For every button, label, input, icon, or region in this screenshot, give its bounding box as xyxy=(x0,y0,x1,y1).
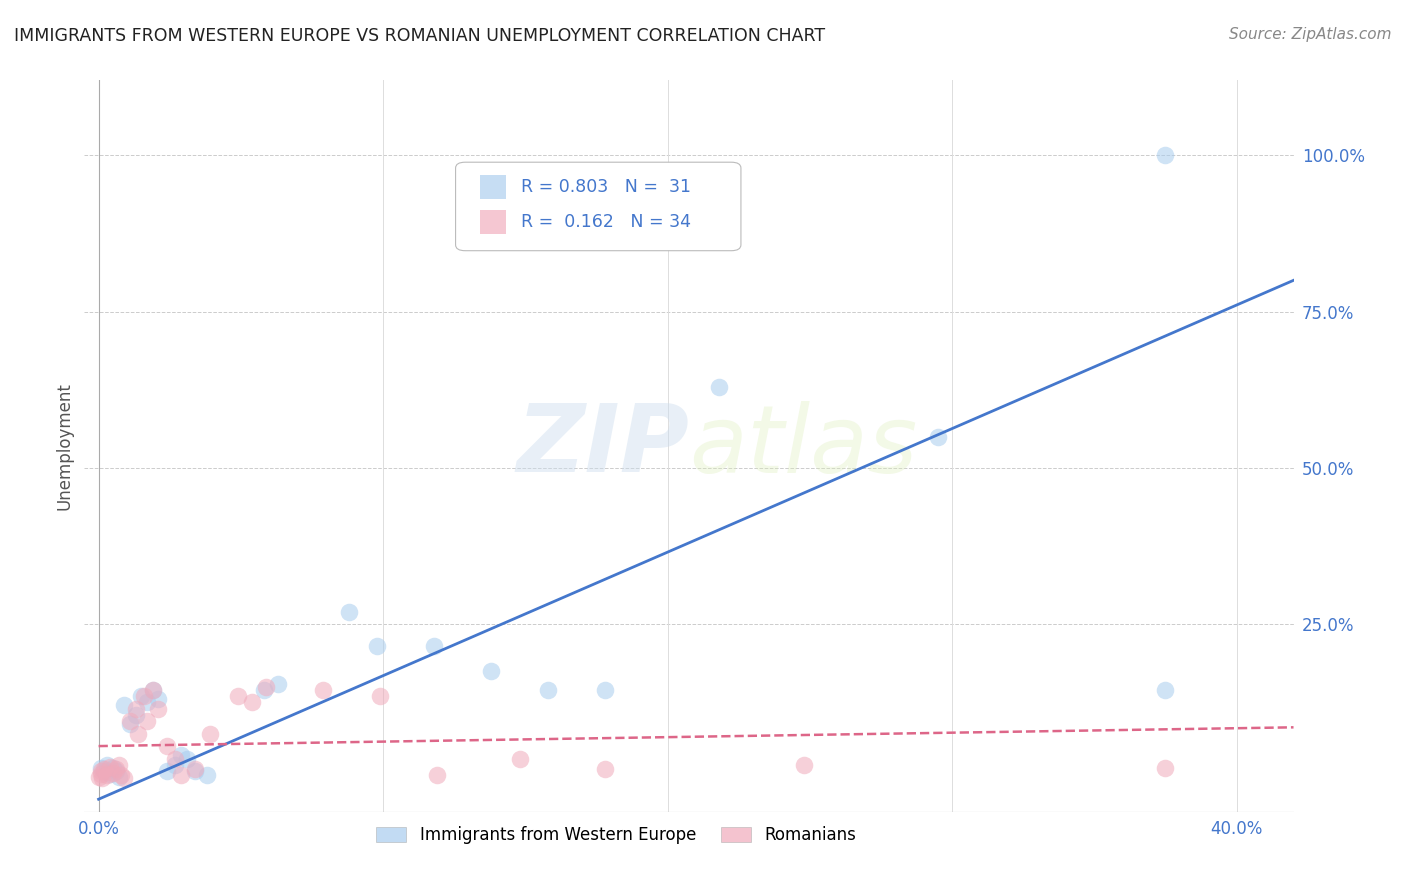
Point xyxy=(156,764,179,778)
Text: atlas: atlas xyxy=(689,401,917,491)
Point xyxy=(142,682,165,697)
Point xyxy=(98,760,121,774)
Point xyxy=(509,751,531,765)
Legend: Immigrants from Western Europe, Romanians: Immigrants from Western Europe, Romanian… xyxy=(370,820,863,851)
Point xyxy=(91,771,114,785)
Point xyxy=(593,682,616,697)
Point xyxy=(368,689,391,703)
Point xyxy=(112,698,135,713)
Point xyxy=(226,689,249,703)
Point xyxy=(90,761,112,775)
Point xyxy=(142,682,165,697)
Point xyxy=(90,767,112,781)
Point xyxy=(104,762,127,776)
Point xyxy=(1154,761,1177,775)
Point xyxy=(165,757,187,772)
Point xyxy=(426,768,449,782)
Point xyxy=(423,639,446,653)
Point xyxy=(1154,148,1177,162)
Point xyxy=(98,767,121,781)
Text: IMMIGRANTS FROM WESTERN EUROPE VS ROMANIAN UNEMPLOYMENT CORRELATION CHART: IMMIGRANTS FROM WESTERN EUROPE VS ROMANI… xyxy=(14,27,825,45)
Point xyxy=(195,768,218,782)
Point xyxy=(1154,682,1177,697)
Point xyxy=(124,707,146,722)
Point xyxy=(93,762,115,776)
Y-axis label: Unemployment: Unemployment xyxy=(55,382,73,510)
Point xyxy=(101,761,124,775)
Point xyxy=(118,717,141,731)
Point xyxy=(127,726,149,740)
Point xyxy=(112,771,135,785)
Point xyxy=(110,768,132,782)
Point xyxy=(124,701,146,715)
Point xyxy=(107,770,129,784)
Point xyxy=(170,768,193,782)
Point xyxy=(337,605,360,619)
Point xyxy=(89,770,111,784)
Point xyxy=(101,766,124,780)
FancyBboxPatch shape xyxy=(456,162,741,251)
Point xyxy=(104,764,127,778)
Point xyxy=(240,695,263,709)
Point xyxy=(184,764,207,778)
Point xyxy=(129,689,152,703)
Point xyxy=(170,748,193,763)
Point xyxy=(184,762,207,776)
Point xyxy=(148,701,170,715)
FancyBboxPatch shape xyxy=(479,176,506,199)
Point xyxy=(707,379,730,393)
Point xyxy=(136,695,159,709)
Point xyxy=(136,714,159,728)
Point xyxy=(312,682,335,697)
Text: R =  0.162   N = 34: R = 0.162 N = 34 xyxy=(520,213,690,231)
Point xyxy=(537,682,560,697)
Point xyxy=(165,751,187,765)
Text: Source: ZipAtlas.com: Source: ZipAtlas.com xyxy=(1229,27,1392,42)
Point xyxy=(267,676,290,690)
Point xyxy=(93,764,115,778)
Point xyxy=(593,762,616,776)
Point xyxy=(156,739,179,753)
Point xyxy=(366,639,388,653)
Point xyxy=(927,429,949,443)
Point xyxy=(479,664,502,678)
Point xyxy=(793,757,815,772)
Point xyxy=(107,757,129,772)
FancyBboxPatch shape xyxy=(479,211,506,234)
Text: R = 0.803   N =  31: R = 0.803 N = 31 xyxy=(520,178,690,196)
Point xyxy=(96,768,118,782)
Point xyxy=(176,751,198,765)
Text: ZIP: ZIP xyxy=(516,400,689,492)
Point xyxy=(148,692,170,706)
Point xyxy=(96,757,118,772)
Point xyxy=(118,714,141,728)
Point xyxy=(90,764,112,778)
Point xyxy=(198,726,221,740)
Point xyxy=(256,680,278,694)
Point xyxy=(132,689,155,703)
Point xyxy=(252,682,274,697)
